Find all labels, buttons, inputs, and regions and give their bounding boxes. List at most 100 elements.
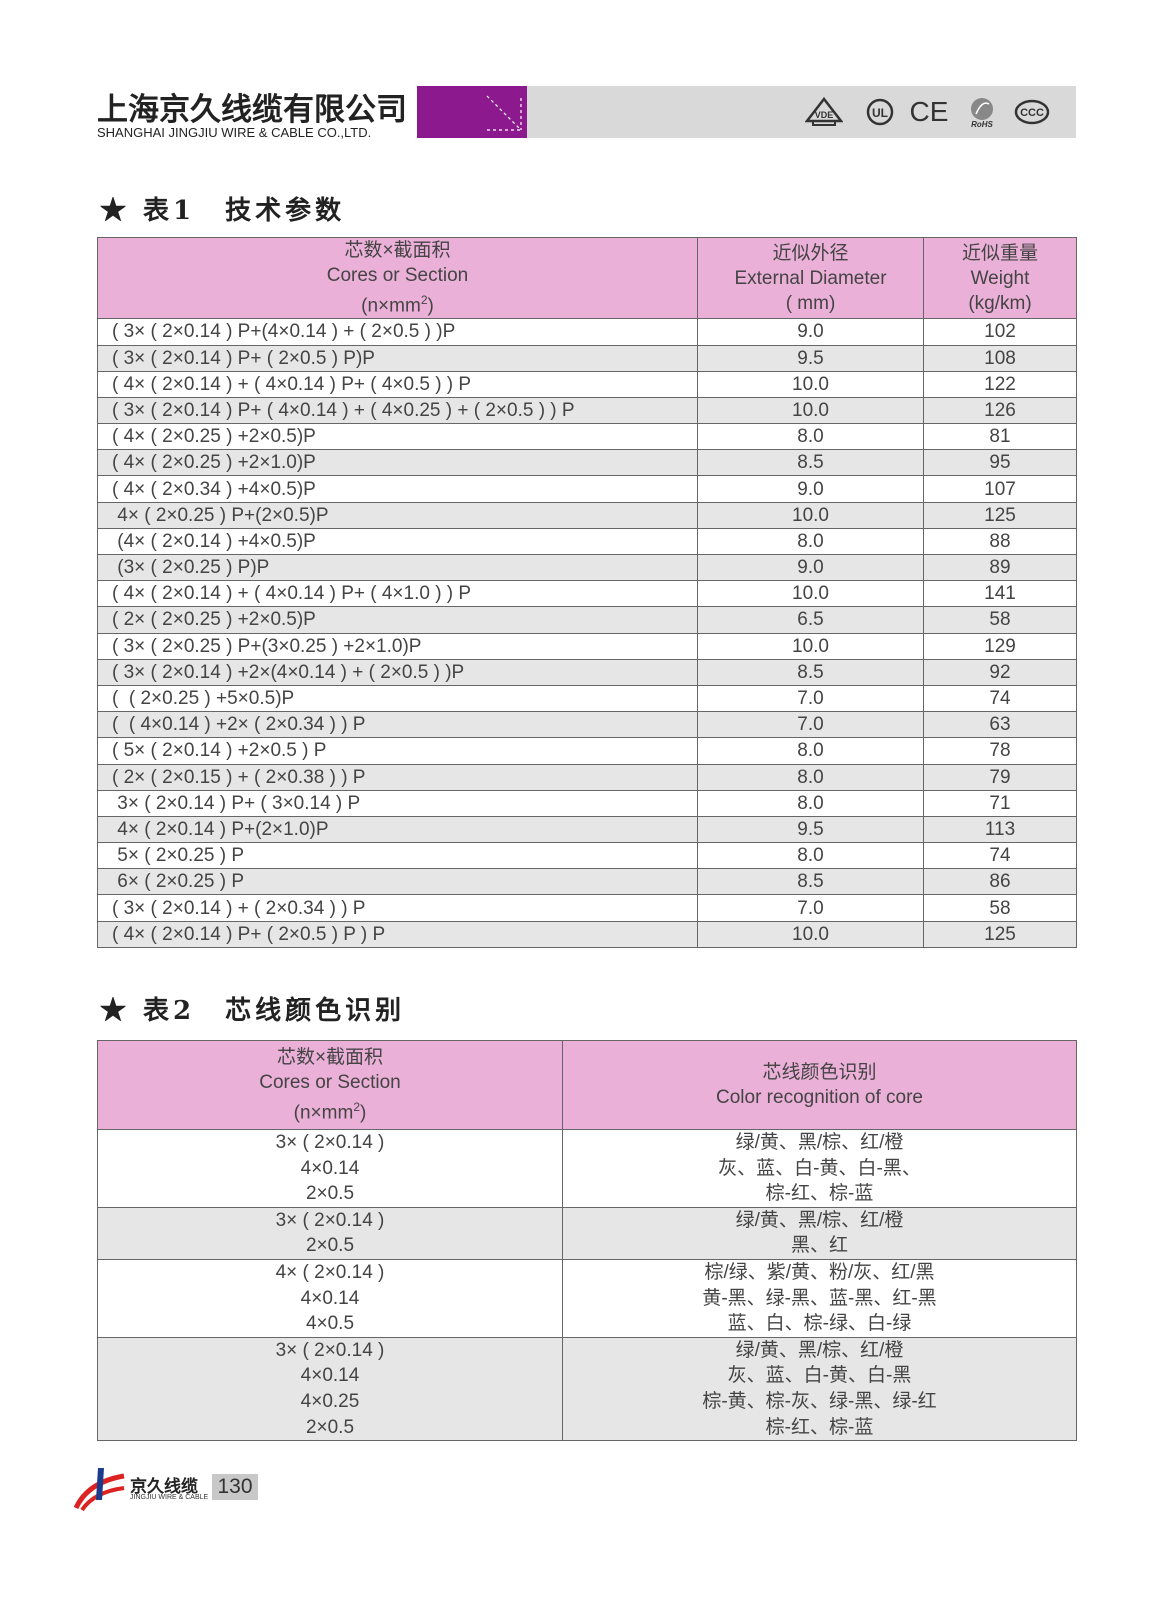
cores-section-cell: 4× ( 2×0.14 ) 4×0.14 4×0.5 — [97, 1258, 563, 1338]
color-line: 绿/黄、黑/棕、红/橙 — [735, 1339, 904, 1361]
table-row: 6× ( 2×0.25 ) P 8.5 86 — [97, 868, 1077, 896]
color-recognition-cell: 绿/黄、黑/棕、红/橙 灰、蓝、白-黄、白-黑 棕-黄、棕-灰、绿-黑、绿-红 棕-红… — [562, 1336, 1077, 1442]
table-row: ( 5× ( 2×0.14 ) +2×0.5 ) P 8.0 78 — [97, 737, 1077, 765]
color-recognition-cell: 棕/绿、紫/黄、粉/灰、红/黑 黄-黑、绿-黑、蓝-黑、红-黑 蓝、白、棕-绿、白-… — [562, 1258, 1077, 1338]
table-row: ( 3× ( 2×0.14 ) P+ ( 2×0.5 ) P)P 9.5 108 — [97, 344, 1077, 372]
weight-cell: 58 — [923, 606, 1077, 634]
core-line: 3× ( 2×0.14 ) — [275, 1209, 385, 1231]
footer-brand-en: JINGJIU WIRE & CABLE — [130, 1494, 209, 1501]
header-external-diameter: 近似外径 External Diameter( mm) — [697, 236, 924, 320]
cores-section-cell: (3× ( 2×0.25 ) P)P — [97, 554, 698, 582]
weight-cell: 74 — [923, 684, 1077, 713]
cores-section-cell: ( 3× ( 2×0.14 ) P+ ( 2×0.5 ) P)P — [97, 344, 698, 372]
color-line: 黑、红 — [790, 1235, 848, 1257]
svg-text:UL: UL — [872, 106, 888, 120]
core-line: 3× ( 2×0.14 ) — [275, 1339, 385, 1361]
table-row: ( 3× ( 2×0.14 ) + ( 2×0.34 ) ) P 7.0 58 — [97, 894, 1077, 922]
weight-cell: 74 — [923, 842, 1077, 870]
cores-section-cell: 3× ( 2×0.14 ) P+ ( 3×0.14 ) P — [97, 789, 698, 817]
table-row: 4× ( 2×0.14 ) 4×0.14 4×0.5 棕/绿、紫/黄、粉/灰、红/黑黄… — [97, 1258, 1077, 1338]
cores-section-cell: ( 3× ( 2×0.14 ) +2×(4×0.14 ) + ( 2×0.5 )… — [97, 658, 698, 686]
weight-cell: 79 — [923, 763, 1077, 791]
table-row: ( 3× ( 2×0.14 ) P+(4×0.14 ) + ( 2×0.5 ) … — [97, 318, 1077, 346]
core-line: 4×0.25 — [300, 1390, 360, 1412]
cores-section-cell: ( 4× ( 2×0.14 ) P+ ( 2×0.5 ) P ) P — [97, 920, 698, 948]
cores-section-cell: ( 4× ( 2×0.25 ) +2×1.0)P — [97, 449, 698, 477]
external-diameter-cell: 8.0 — [697, 763, 924, 791]
table-row: 3× ( 2×0.14 ) P+ ( 3×0.14 ) P 8.0 71 — [97, 789, 1077, 817]
external-diameter-cell: 8.5 — [697, 658, 924, 686]
header-color-recognition: 芯线颜色识别 Color recognition of core — [562, 1040, 1077, 1130]
table-row: 4× ( 2×0.14 ) P+(2×1.0)P 9.5 113 — [97, 815, 1077, 844]
weight-cell: 141 — [923, 580, 1077, 608]
cores-section-cell: ( 4× ( 2×0.25 ) +2×0.5)P — [97, 423, 698, 451]
external-diameter-cell: 8.5 — [697, 868, 924, 896]
footer-logo-icon — [73, 1466, 126, 1517]
table-row: ( ( 4×0.14 ) +2× ( 2×0.34 ) ) P 7.0 63 — [97, 711, 1077, 739]
color-line: 绿/黄、黑/棕、红/橙 — [735, 1209, 904, 1231]
external-diameter-cell: 7.0 — [697, 711, 924, 739]
color-line: 棕-黄、棕-灰、绿-黑、绿-红 — [702, 1390, 937, 1412]
external-diameter-cell: 8.0 — [697, 842, 924, 870]
table1-header-row: 芯数×截面积 Cores or Section (n×mm2) 近似外径 Extern… — [97, 236, 1077, 320]
color-line: 棕-红、棕-蓝 — [765, 1183, 874, 1205]
weight-cell: 92 — [923, 658, 1077, 686]
weight-cell: 88 — [923, 527, 1077, 556]
company-name-en: SHANGHAI JINGJIU WIRE & CABLE CO.,LTD. — [97, 125, 372, 140]
external-diameter-cell: 10.0 — [697, 396, 924, 425]
external-diameter-cell: 9.5 — [697, 344, 924, 372]
external-diameter-cell: 10.0 — [697, 501, 924, 529]
weight-cell: 107 — [923, 475, 1077, 503]
table-row: ( 2× ( 2×0.25 ) +2×0.5)P 6.5 58 — [97, 606, 1077, 634]
cores-section-cell: 6× ( 2×0.25 ) P — [97, 868, 698, 896]
cores-section-cell: ( 2× ( 2×0.25 ) +2×0.5)P — [97, 606, 698, 634]
external-diameter-cell: 10.0 — [697, 370, 924, 398]
external-diameter-cell: 8.0 — [697, 789, 924, 817]
weight-cell: 129 — [923, 632, 1077, 660]
external-diameter-cell: 6.5 — [697, 606, 924, 634]
core-line: 2×0.5 — [305, 1235, 355, 1257]
external-diameter-cell: 8.0 — [697, 737, 924, 765]
table-row: 3× ( 2×0.14 ) 4×0.14 4×0.25 2×0.5 绿/黄、黑/棕、红/… — [97, 1336, 1077, 1442]
cores-section-cell: 3× ( 2×0.14 ) 4×0.14 2×0.5 — [97, 1129, 563, 1208]
cores-section-cell: ( 4× ( 2×0.34 ) +4×0.5)P — [97, 475, 698, 503]
cores-section-cell: ( 3× ( 2×0.14 ) + ( 2×0.34 ) ) P — [97, 894, 698, 922]
cores-section-cell: ( 5× ( 2×0.14 ) +2×0.5 ) P — [97, 737, 698, 765]
weight-cell: 126 — [923, 396, 1077, 425]
color-line: 棕/绿、紫/黄、粉/灰、红/黑 — [704, 1261, 935, 1283]
core-line: 4×0.5 — [305, 1313, 355, 1335]
table-row: ( ( 2×0.25 ) +5×0.5)P 7.0 74 — [97, 684, 1077, 713]
cores-section-cell: ( 4× ( 2×0.14 ) + ( 4×0.14 ) P+ ( 4×1.0 … — [97, 580, 698, 608]
weight-cell: 125 — [923, 920, 1077, 948]
external-diameter-cell: 10.0 — [697, 580, 924, 608]
external-diameter-cell: 10.0 — [697, 632, 924, 660]
core-line: 4×0.14 — [300, 1157, 360, 1179]
color-line: 灰、蓝、白-黄、白-黑、 — [718, 1157, 921, 1179]
color-recognition-cell: 绿/黄、黑/棕、红/橙 灰、蓝、白-黄、白-黑、 棕-红、棕-蓝 — [562, 1129, 1077, 1208]
external-diameter-cell: 7.0 — [697, 684, 924, 713]
external-diameter-cell: 10.0 — [697, 920, 924, 948]
color-line: 黄-黑、绿-黑、蓝-黑、红-黑 — [702, 1287, 937, 1309]
ce-cert-icon: CE — [909, 96, 949, 127]
table-row: ( 4× ( 2×0.14 ) + ( 4×0.14 ) P+ ( 4×0.5 … — [97, 370, 1077, 398]
svg-text:RoHS: RoHS — [971, 120, 993, 128]
external-diameter-cell: 8.0 — [697, 527, 924, 556]
table-row: ( 2× ( 2×0.15 ) + ( 2×0.38 ) ) P 8.0 79 — [97, 763, 1077, 791]
external-diameter-cell: 7.0 — [697, 894, 924, 922]
weight-cell: 125 — [923, 501, 1077, 529]
table-row: (4× ( 2×0.14 ) +4×0.5)P 8.0 88 — [97, 527, 1077, 556]
core-line: 2×0.5 — [305, 1183, 355, 1205]
cores-section-cell: 4× ( 2×0.14 ) P+(2×1.0)P — [97, 815, 698, 844]
external-diameter-cell: 9.5 — [697, 815, 924, 844]
page-number: 130 — [212, 1474, 258, 1500]
table-row: ( 4× ( 2×0.14 ) + ( 4×0.14 ) P+ ( 4×1.0 … — [97, 580, 1077, 608]
color-line: 灰、蓝、白-黄、白-黑 — [727, 1365, 912, 1387]
cores-section-cell: ( ( 2×0.25 ) +5×0.5)P — [97, 684, 698, 713]
vde-cert-icon: VDE — [804, 96, 844, 128]
cores-section-cell: 3× ( 2×0.14 ) 4×0.14 4×0.25 2×0.5 — [97, 1336, 563, 1442]
weight-cell: 71 — [923, 789, 1077, 817]
core-line: 4×0.14 — [300, 1365, 360, 1387]
table-row: ( 4× ( 2×0.34 ) +4×0.5)P 9.0 107 — [97, 475, 1077, 503]
table-row: ( 4× ( 2×0.25 ) +2×0.5)P 8.0 81 — [97, 423, 1077, 451]
weight-cell: 86 — [923, 868, 1077, 896]
